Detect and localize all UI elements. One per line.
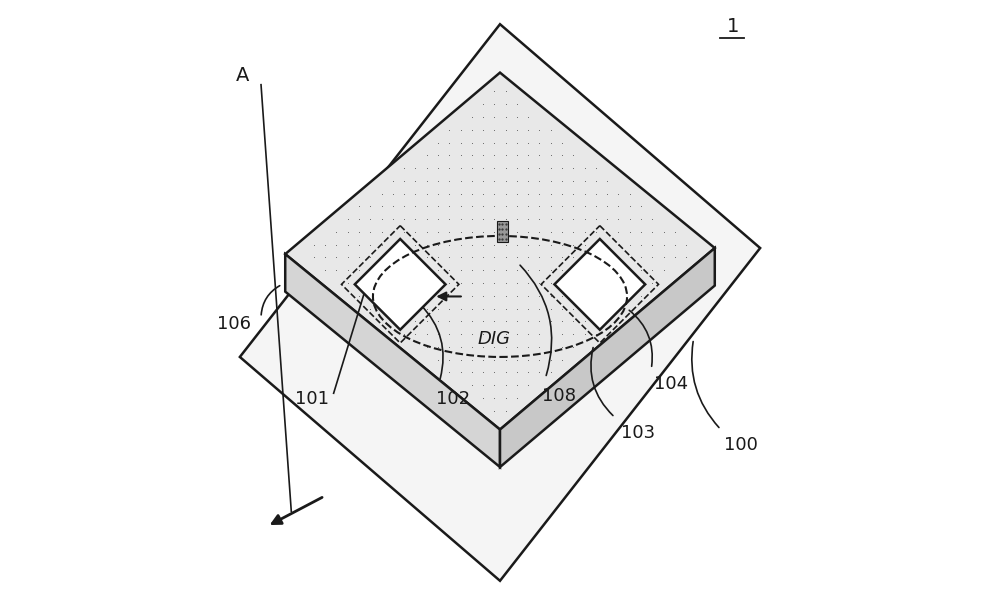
Text: 104: 104 [654,375,688,393]
Polygon shape [355,239,446,330]
Polygon shape [285,73,715,430]
Polygon shape [285,254,500,467]
Text: 106: 106 [217,315,251,333]
Text: 1: 1 [727,18,739,36]
Text: 103: 103 [621,424,655,442]
Text: 100: 100 [724,436,758,454]
Text: DIG: DIG [477,330,511,348]
Text: A: A [236,66,250,85]
Polygon shape [497,221,508,242]
Polygon shape [554,239,645,330]
Text: 101: 101 [295,390,329,408]
Polygon shape [500,248,715,467]
Polygon shape [240,24,760,581]
Text: 108: 108 [542,387,576,405]
Text: 102: 102 [436,390,471,408]
